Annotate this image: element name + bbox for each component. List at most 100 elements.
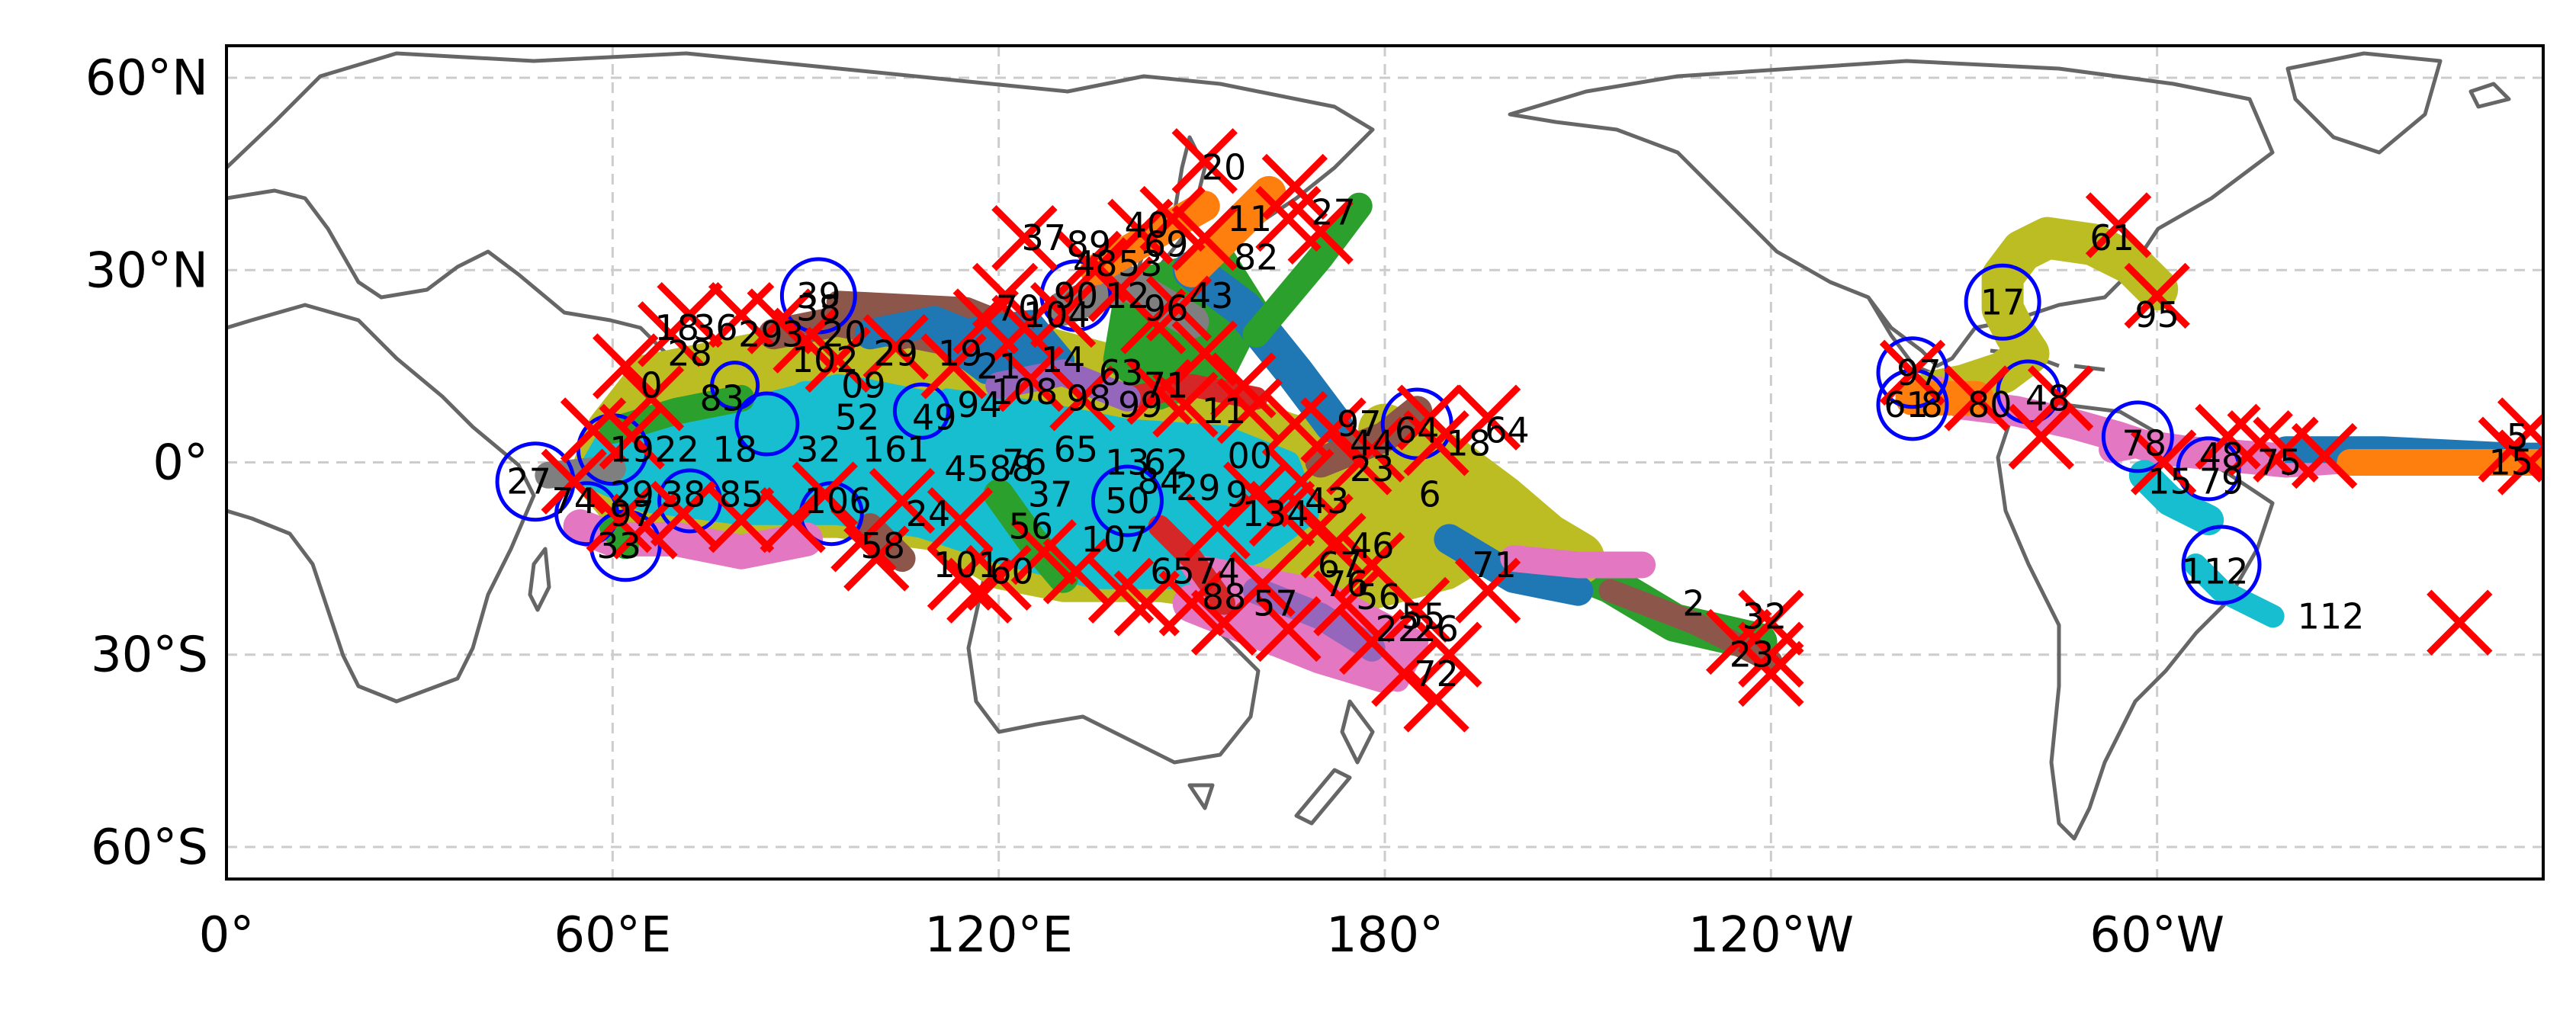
storm-id-label: 09 [841, 365, 886, 406]
storm-id-label: 82 [1234, 236, 1279, 278]
map-frame [225, 44, 2545, 881]
storm-id-label: 32 [1742, 595, 1787, 637]
storm-id-label: 96 [1144, 288, 1189, 329]
storm-id-label: 18 [1446, 422, 1491, 464]
storm-id-label: 76 [1002, 442, 1047, 483]
storm-id-label: 57 [1253, 582, 1298, 624]
lysis-x-mark [952, 288, 1019, 355]
lysis-x-mark [1255, 595, 1322, 662]
y-tick-label: 60°S [91, 820, 208, 876]
lysis-x-mark [1107, 198, 1174, 265]
lysis-x-mark [1416, 621, 1482, 688]
storm-track [1500, 545, 1656, 579]
storm-id-label: 74 [551, 480, 596, 521]
storm-id-label: 62 [1144, 442, 1189, 483]
x-tick-label: 120°W [1688, 907, 1854, 964]
storm-id-label: 46 [1350, 525, 1395, 566]
storm-track [2184, 553, 2285, 628]
lysis-x-mark [927, 486, 994, 553]
new-zealand-outline [1294, 699, 1375, 826]
lysis-x-mark [1371, 640, 1437, 707]
lysis-x-mark [1738, 640, 1804, 707]
storm-track [1172, 251, 1353, 444]
storm-id-label: 76 [1324, 563, 1369, 605]
storm-id-label: 0 [640, 365, 662, 406]
lysis-x-mark [843, 525, 910, 592]
storm-id-label: 65 [1150, 550, 1195, 592]
iceland-outline [2468, 82, 2511, 109]
lysis-x-mark [612, 493, 678, 560]
storm-id-label: 161 [862, 429, 930, 470]
storm-id-label: 15 [2489, 442, 2534, 483]
storm-id-label: 80 [1967, 384, 2012, 425]
storm-id-label: 98 [1067, 377, 1112, 419]
lysis-x-mark [1210, 352, 1277, 419]
storm-id-label: 94 [957, 384, 1002, 425]
lysis-x-mark [1029, 281, 1097, 348]
y-tick-label: 30°N [85, 242, 208, 299]
storm-id-label: 39 [796, 275, 841, 316]
storm-id-label: 43 [1189, 275, 1234, 316]
storm-id-label: 43 [1305, 480, 1350, 521]
storm-id-label: 63 [1099, 352, 1144, 393]
storm-track [1242, 192, 1373, 348]
storm-id-label: 49 [912, 397, 957, 438]
lysis-x-mark [1287, 493, 1354, 560]
storm-id-label: 24 [906, 493, 951, 534]
storm-id-label: 45 [944, 448, 989, 489]
storm-id-label: 83 [700, 377, 745, 419]
storm-id-label: 78 [2122, 422, 2167, 464]
storm-id-label: 29 [1176, 467, 1221, 508]
storm-id-label: 71 [1144, 365, 1189, 406]
genesis-circle [2181, 525, 2262, 605]
storm-id-label: 38 [661, 474, 706, 515]
storm-id-label: 37 [1028, 474, 1073, 515]
genesis-circle [1090, 464, 1164, 537]
storm-id-label: 104 [1023, 294, 1090, 335]
lysis-x-mark [862, 313, 929, 380]
storm-track [2099, 429, 2287, 470]
storm-id-label: 27 [506, 461, 551, 502]
lysis-x-mark [1454, 384, 1521, 451]
lysis-x-mark [1171, 320, 1238, 387]
lysis-x-mark [1944, 365, 2010, 432]
africa-outline [226, 303, 536, 704]
storm-id-label: 55 [1401, 595, 1446, 637]
lysis-x-mark [593, 333, 659, 399]
storm-id-label: 22 [1376, 608, 1421, 650]
madagascar-outline [528, 547, 551, 612]
lysis-x-mark [2027, 365, 2094, 432]
lysis-x-mark [1454, 557, 1521, 624]
lysis-x-mark [1158, 570, 1225, 637]
storm-id-label: 95 [2134, 294, 2179, 335]
storm-id-label: 79 [2199, 461, 2244, 502]
storm-id-label: 26 [1414, 608, 1459, 650]
storm-id-label: 106 [805, 480, 872, 521]
storm-id-label: 12 [1105, 275, 1150, 316]
storm-track [789, 380, 1081, 492]
x-axis-tick-labels: 0° 60°E 120°E 180° 120°W 60°W [199, 907, 2224, 964]
lysis-x-mark [946, 557, 1013, 624]
storm-id-label: 90 [1054, 275, 1099, 316]
storm-id-label: 52 [835, 397, 880, 438]
lysis-x-mark [2085, 192, 2152, 258]
storm-id-label: 56 [1356, 576, 1401, 618]
lysis-x-mark [1171, 128, 1238, 194]
tasmania-outline [1187, 783, 1215, 810]
lysis-markers [541, 128, 2543, 733]
lysis-x-mark [1216, 378, 1283, 444]
x-tick-label: 180° [1326, 907, 1444, 964]
storm-id-label: 74 [1195, 550, 1240, 592]
storm-track [1174, 175, 1286, 287]
storm-id-label: 19 [938, 333, 983, 374]
storm-id-label: 23 [1350, 448, 1395, 489]
storm-id-label: 44 [1350, 422, 1395, 464]
lysis-x-mark [1384, 576, 1450, 643]
genesis-circle [1964, 263, 2041, 341]
storm-id-label: 64 [1395, 409, 1440, 451]
storm-id-label: 8 [1921, 384, 1943, 425]
lysis-x-mark [1152, 371, 1219, 438]
lysis-x-mark [869, 467, 936, 534]
lysis-x-mark [2227, 410, 2293, 476]
